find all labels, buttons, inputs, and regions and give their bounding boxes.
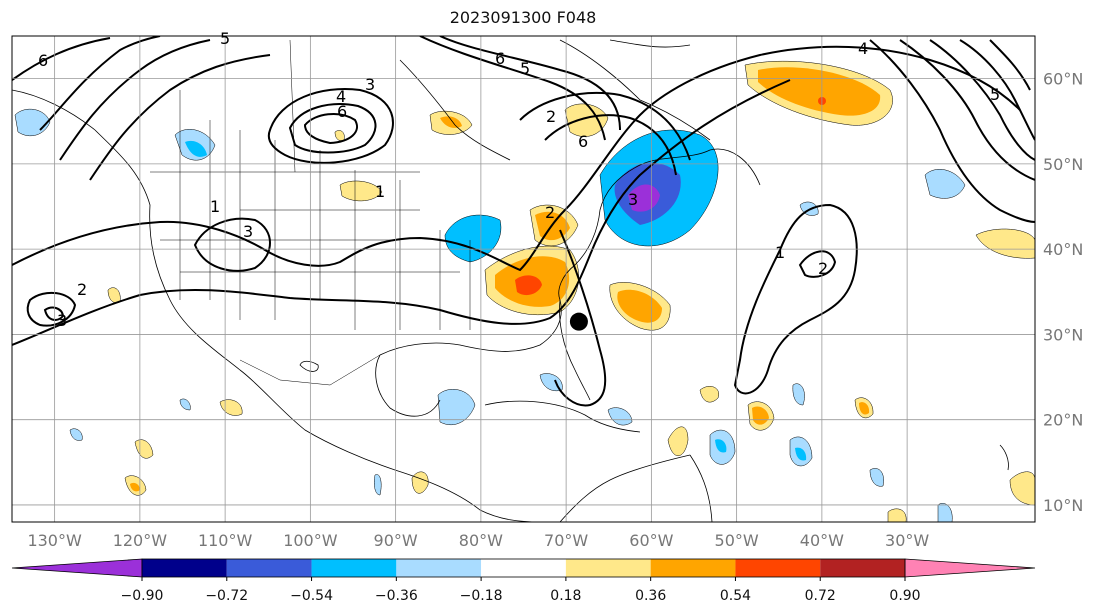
latitude-tick-label: 10°N (1043, 496, 1083, 515)
colorbar-swatch (226, 559, 312, 577)
colorbar-tick-label: 0.18 (550, 588, 581, 604)
contour-label: 5 (990, 85, 1000, 104)
colorbar-swatch (481, 559, 566, 577)
longitude-tick-label: 60°W (629, 531, 673, 550)
colorbar-swatch (396, 559, 482, 577)
map-gridlines (12, 36, 1035, 522)
colorbar-tick-label: −0.36 (375, 588, 418, 604)
colorbar-swatch (650, 559, 736, 577)
longitude-tick-label: 80°W (459, 531, 503, 550)
colorbar-tick-label: −0.54 (290, 588, 333, 604)
storm-position-marker (569, 312, 588, 331)
contour-label: 6 (578, 132, 588, 151)
longitude-tick-label: 130°W (27, 531, 82, 550)
contour-label: 3 (57, 311, 67, 330)
contour-label: 3 (243, 222, 253, 241)
colorbar-labels: −0.90 −0.72 −0.54 −0.36 −0.18 0.18 0.36 0.54 0.7… (121, 577, 921, 604)
contour-label: 4 (858, 39, 868, 58)
contour-label: 2 (546, 107, 556, 126)
contour-label: 4 (336, 87, 346, 106)
colorbar-extend-low (11, 558, 143, 578)
contour-label: 6 (337, 102, 347, 121)
longitude-tick-label: 90°W (374, 531, 418, 550)
colorbar-swatch (311, 559, 397, 577)
latitude-labels: 10°N 20°N 30°N 40°N 50°N 60°N (1043, 70, 1083, 515)
colorbar-extend-high (904, 558, 1036, 578)
colorbar-swatch (735, 559, 821, 577)
latitude-tick-label: 20°N (1043, 411, 1083, 430)
contour-label: 2 (77, 280, 87, 299)
latitude-tick-label: 60°N (1043, 70, 1083, 89)
longitude-tick-label: 50°W (715, 531, 759, 550)
contour-label: 6 (495, 49, 505, 68)
contour-label: 5 (520, 59, 530, 78)
longitude-tick-label: 110°W (198, 531, 253, 550)
colorbar-tick-label: 0.72 (805, 588, 836, 604)
colorbar-swatch (142, 559, 227, 577)
contour-label: 1 (375, 182, 385, 201)
contour-label: 5 (220, 29, 230, 48)
colorbar-tick-label: 0.36 (635, 588, 666, 604)
contour-lines (12, 36, 1035, 407)
contour-label: 2 (545, 203, 555, 222)
longitude-labels: 130°W 120°W 110°W 100°W 90°W 80°W 70°W 60°W 50°W… (27, 531, 929, 550)
map-frame (11, 35, 1036, 523)
colorbar (11, 558, 1036, 578)
colorbar-swatch (565, 559, 651, 577)
colorbar-tick-label: −0.18 (460, 588, 503, 604)
colorbar-swatch (820, 559, 905, 577)
longitude-tick-label: 100°W (283, 531, 338, 550)
longitude-tick-label: 40°W (800, 531, 844, 550)
political-borders (150, 39, 471, 386)
contour-label: 3 (365, 75, 375, 94)
contour-label: 1 (210, 197, 220, 216)
latitude-tick-label: 50°N (1043, 155, 1083, 174)
colorbar-tick-label: 0.90 (889, 588, 920, 604)
colorbar-frame (141, 558, 906, 578)
longitude-tick-label: 120°W (113, 531, 168, 550)
latitude-tick-label: 30°N (1043, 325, 1083, 344)
longitude-tick-label: 30°W (885, 531, 929, 550)
contour-label: 2 (818, 259, 828, 278)
colorbar-tick-label: −0.90 (121, 588, 164, 604)
anomaly-fills (14, 60, 1035, 522)
map-title: 2023091300 F048 (449, 8, 597, 27)
contour-label: 1 (775, 243, 785, 262)
colorbar-tick-label: 0.54 (720, 588, 751, 604)
longitude-tick-label: 70°W (544, 531, 588, 550)
colorbar-tick-label: −0.72 (205, 588, 248, 604)
contour-labels: 3 4 6 5 1 3 2 3 1 2 6 2 1 2 4 5 6 6 5 3 (38, 29, 1000, 330)
contour-label: 6 (38, 51, 48, 70)
latitude-tick-label: 40°N (1043, 240, 1083, 259)
contour-label: 3 (628, 190, 638, 209)
